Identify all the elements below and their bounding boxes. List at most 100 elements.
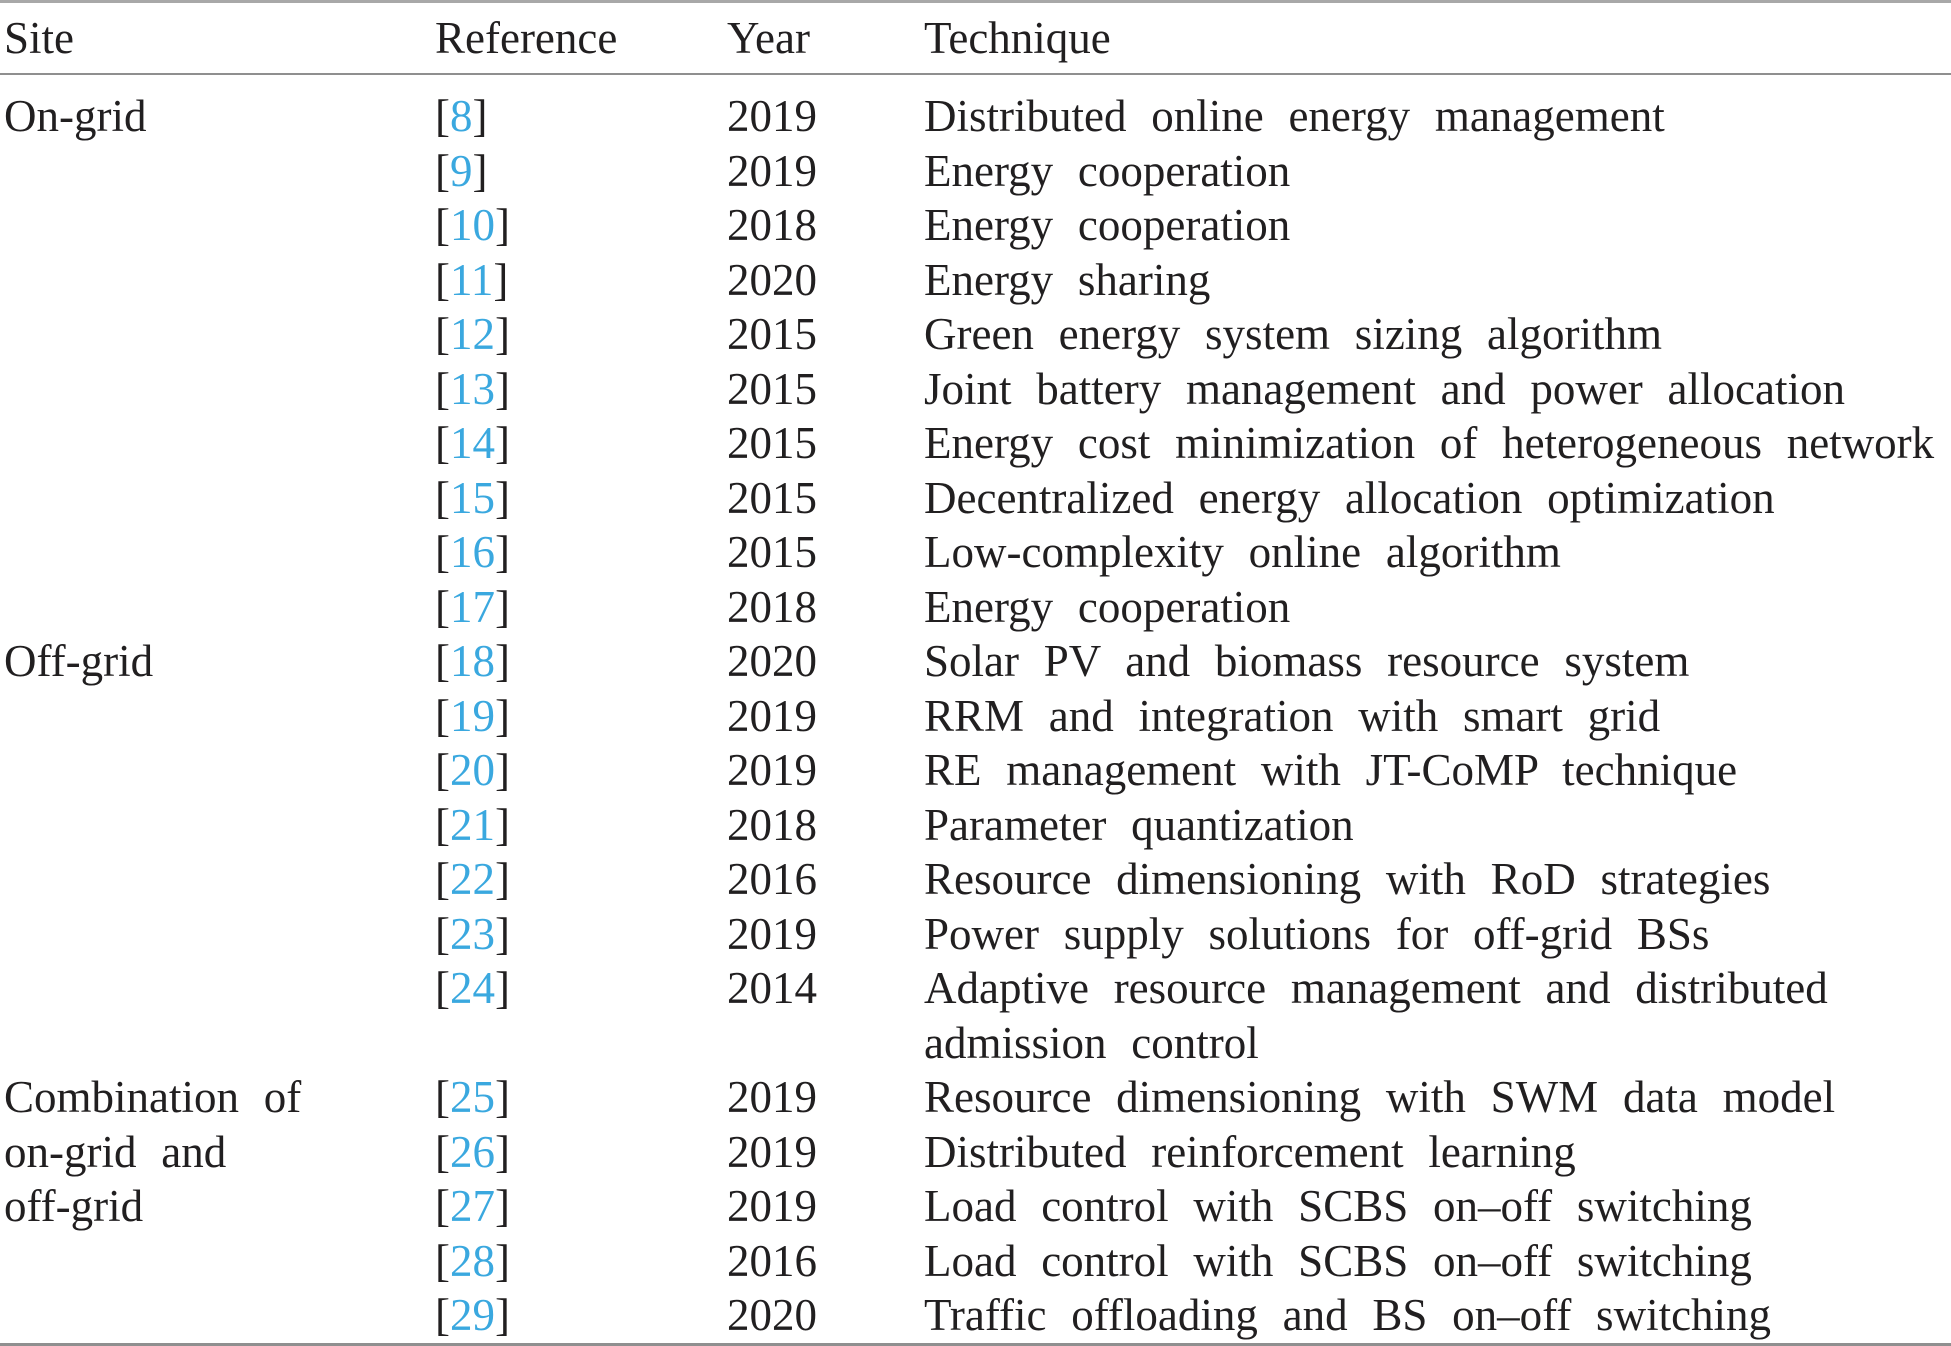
year-cell: 2019 [727, 91, 817, 141]
reference-number[interactable]: 15 [450, 472, 495, 523]
technique-cell: Adaptive resource management and distrib… [924, 963, 1828, 1068]
reference-number[interactable]: 19 [450, 690, 495, 741]
bracket-open: [ [435, 745, 450, 795]
technique-cell: Distributed reinforcement learning [924, 1126, 1576, 1177]
reference-number[interactable]: 29 [450, 1290, 495, 1340]
reference-cell: [20] [431, 743, 723, 798]
reference-cell: [18] [431, 634, 723, 689]
reference-link[interactable]: [29] [435, 1290, 510, 1340]
technique-cell: Green energy system sizing algorithm [924, 309, 1663, 359]
reference-link[interactable]: [20] [435, 745, 510, 795]
bracket-close: ] [493, 254, 509, 305]
reference-number[interactable]: 26 [450, 1126, 495, 1177]
reference-link[interactable]: [26] [435, 1127, 510, 1177]
year-cell: 2020 [727, 1290, 817, 1340]
reference-link[interactable]: [17] [435, 582, 510, 632]
year-cell: 2018 [727, 581, 817, 632]
technique-cell: Energy sharing [924, 254, 1211, 305]
table-body: On-grid [8] 2019 Distributed online energy … [0, 74, 1951, 1344]
table-row: [23] 2019 Power supply solutions for off-g… [0, 907, 1951, 962]
reference-cell: [29] [431, 1288, 723, 1344]
reference-number[interactable]: 21 [450, 799, 495, 850]
reference-link[interactable]: [27] [435, 1181, 510, 1231]
reference-link[interactable]: [23] [435, 909, 510, 959]
reference-cell: [21] [431, 798, 723, 853]
reference-link[interactable]: [21] [435, 800, 510, 850]
reference-number[interactable]: 20 [450, 745, 495, 795]
year-cell: 2015 [727, 472, 817, 523]
reference-number[interactable]: 24 [450, 963, 495, 1013]
bracket-open: [ [435, 309, 450, 359]
year-cell: 2018 [727, 799, 817, 850]
bracket-close: ] [495, 363, 510, 414]
reference-link[interactable]: [12] [435, 309, 510, 359]
bracket-open: [ [435, 636, 450, 686]
bracket-open: [ [435, 200, 450, 250]
year-cell: 2019 [727, 908, 817, 959]
bracket-close: ] [472, 145, 488, 196]
bracket-close: ] [495, 1181, 510, 1231]
reference-number[interactable]: 8 [450, 91, 473, 141]
table-row: [13] 2015 Joint battery management and pow… [0, 362, 1951, 417]
reference-number[interactable]: 28 [450, 1235, 495, 1286]
technique-cell: Resource dimensioning with SWM data mode… [924, 1072, 1836, 1122]
technique-cell: Load control with SCBS on–off switching [924, 1181, 1752, 1231]
year-cell: 2019 [727, 745, 817, 795]
reference-link[interactable]: [18] [435, 636, 510, 686]
reference-number[interactable]: 22 [450, 854, 495, 904]
year-cell: 2018 [727, 200, 817, 250]
year-cell: 2019 [727, 1181, 817, 1231]
reference-cell: [15] [431, 471, 723, 526]
technique-cell: Energy cooperation [924, 581, 1291, 632]
reference-number[interactable]: 18 [450, 636, 495, 686]
year-cell: 2015 [727, 309, 817, 359]
bracket-close: ] [495, 963, 510, 1013]
reference-number[interactable]: 16 [450, 527, 495, 577]
reference-cell: [22] [431, 852, 723, 907]
reference-number[interactable]: 14 [450, 418, 495, 468]
bracket-open: [ [435, 690, 450, 741]
reference-cell: [10] [431, 198, 723, 253]
reference-link[interactable]: [9] [435, 146, 488, 196]
reference-cell: [25] [431, 1070, 723, 1125]
bracket-close: ] [495, 854, 510, 904]
technique-cell: Parameter quantization [924, 799, 1354, 850]
reference-number[interactable]: 23 [450, 908, 495, 959]
reference-number[interactable]: 12 [450, 309, 495, 359]
reference-link[interactable]: [14] [435, 418, 510, 468]
reference-link[interactable]: [25] [435, 1072, 510, 1122]
reference-cell: [12] [431, 307, 723, 362]
reference-link[interactable]: [15] [435, 473, 510, 523]
bracket-open: [ [435, 854, 450, 904]
reference-number[interactable]: 25 [450, 1072, 495, 1122]
bracket-close: ] [495, 200, 510, 250]
table-row: [11] 2020 Energy sharing [0, 253, 1951, 308]
bracket-close: ] [495, 418, 510, 468]
reference-link[interactable]: [11] [435, 255, 508, 305]
reference-number[interactable]: 11 [450, 254, 494, 305]
reference-number[interactable]: 27 [450, 1181, 495, 1231]
reference-link[interactable]: [24] [435, 963, 510, 1013]
reference-link[interactable]: [22] [435, 854, 510, 904]
reference-link[interactable]: [28] [435, 1236, 510, 1286]
table-row: [19] 2019 RRM and integration with smart g… [0, 689, 1951, 744]
reference-link[interactable]: [10] [435, 200, 510, 250]
reference-number[interactable]: 17 [450, 581, 495, 632]
bracket-open: [ [435, 1290, 450, 1340]
reference-number[interactable]: 10 [450, 200, 495, 250]
reference-link[interactable]: [19] [435, 691, 510, 741]
reference-cell: [9] [431, 144, 723, 199]
reference-link[interactable]: [8] [435, 91, 488, 141]
technique-cell: Energy cost minimization of heterogeneou… [924, 418, 1935, 468]
reference-number[interactable]: 9 [450, 145, 473, 196]
year-cell: 2016 [727, 854, 817, 904]
reference-link[interactable]: [16] [435, 527, 510, 577]
table-row: [21] 2018 Parameter quantization [0, 798, 1951, 853]
table-row: [28] 2016 Load control with SCBS on–off sw… [0, 1234, 1951, 1289]
reference-number[interactable]: 13 [450, 363, 495, 414]
reference-link[interactable]: [13] [435, 364, 510, 414]
bracket-close: ] [495, 908, 510, 959]
table-header: Site Reference Year Technique [0, 1, 1951, 75]
technique-cell: Low-complexity online algorithm [924, 527, 1561, 577]
